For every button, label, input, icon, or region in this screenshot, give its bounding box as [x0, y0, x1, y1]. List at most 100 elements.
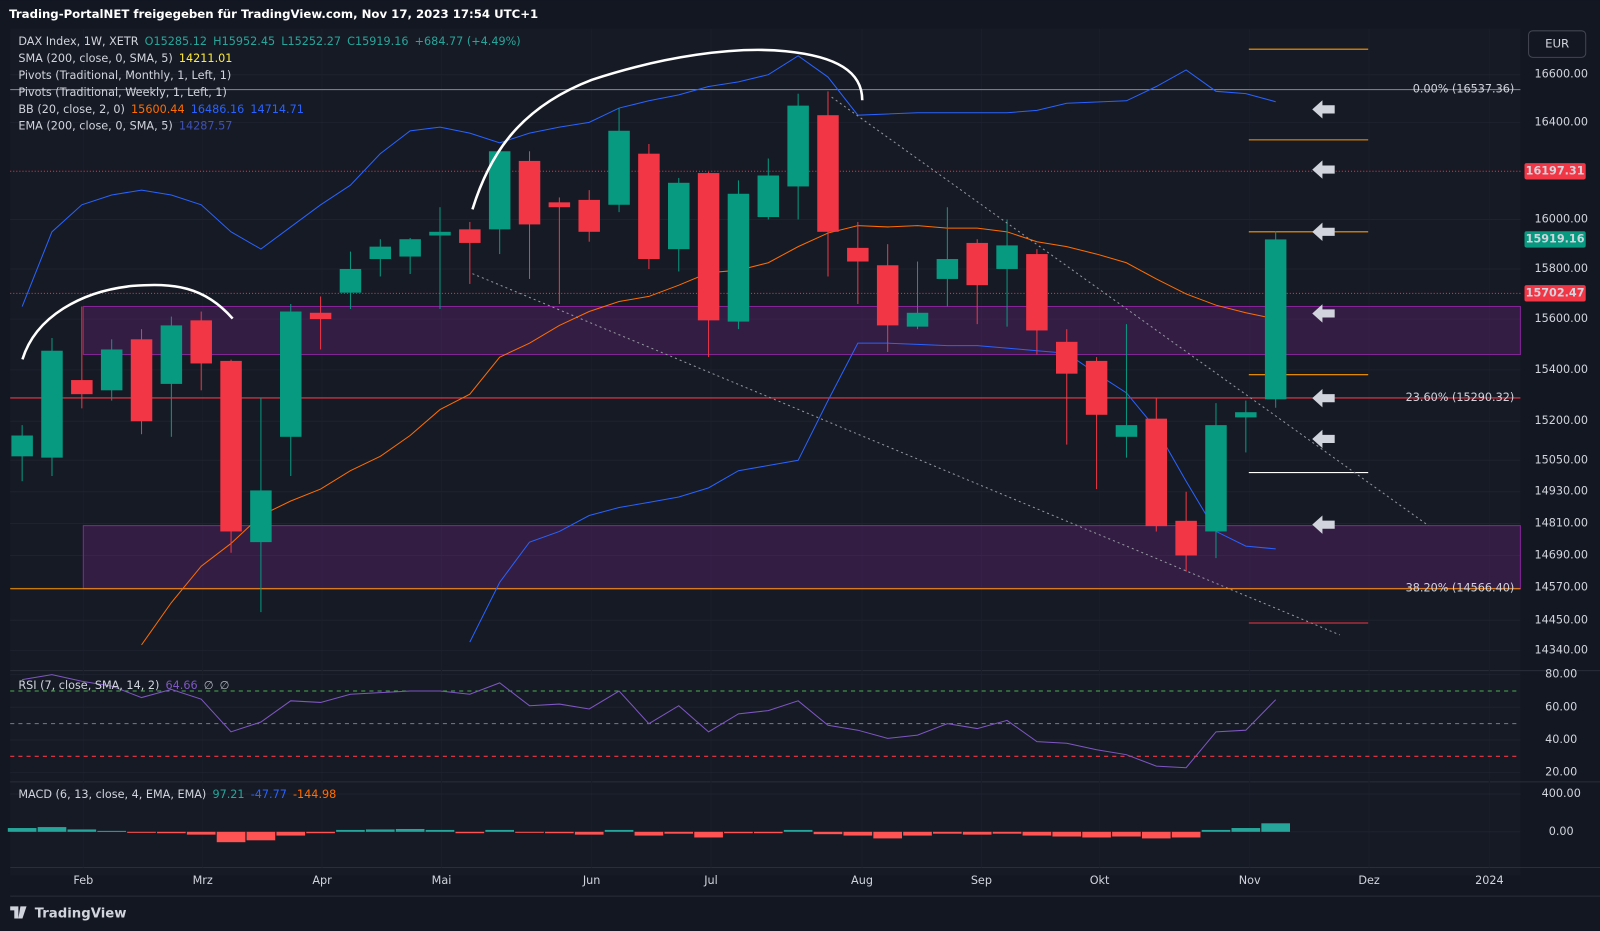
candle-body: [488, 151, 511, 230]
legend-value: 14287.57: [179, 120, 233, 133]
histogram-bar: [127, 831, 156, 833]
histogram-bar: [1201, 829, 1231, 832]
candle-body: [369, 246, 392, 260]
candle-body: [41, 350, 63, 458]
price-label-box: [1524, 285, 1586, 302]
legend-value: 15600.44: [131, 103, 185, 116]
legend-value: L15252.27: [281, 35, 341, 48]
y-tick-label: 0.00: [1549, 825, 1574, 838]
x-tick-label: Mrz: [193, 874, 213, 887]
candle-body: [190, 320, 212, 364]
histogram-bar: [186, 831, 216, 835]
candle-body: [1056, 341, 1078, 374]
histogram-bar: [7, 828, 37, 832]
x-tick-label: Jul: [703, 874, 718, 887]
candle-body: [847, 247, 869, 262]
candle-body: [429, 231, 451, 236]
candle-body: [936, 259, 959, 279]
candle-body: [1235, 412, 1257, 418]
histogram-bar: [216, 831, 246, 843]
histogram-bar: [753, 831, 783, 834]
legend-value: H15952.45: [213, 35, 275, 48]
candle-body: [876, 265, 899, 326]
legend-value: C15919.16: [347, 35, 408, 48]
histogram-bar: [97, 830, 127, 832]
currency-button[interactable]: [1528, 30, 1587, 58]
legend-value: +684.77 (+4.49%): [415, 35, 521, 48]
candle-body: [548, 202, 571, 208]
zone: [82, 525, 1521, 590]
x-tick-label: 2024: [1475, 874, 1504, 887]
legend-value: ∅: [220, 679, 230, 692]
legend-entry: EMA (200, close, 0, SMA, 5) 14287.57: [18, 120, 232, 133]
histogram-bar: [903, 831, 932, 836]
candle-body: [966, 242, 988, 286]
legend-entry: Pivots (Traditional, Monthly, 1, Left, 1…: [18, 69, 231, 82]
candle-body: [638, 153, 660, 260]
histogram-bar: [634, 831, 664, 836]
candle-body: [608, 130, 630, 205]
histogram-bar: [1112, 831, 1141, 837]
legend-entry: SMA (200, close, 0, SMA, 5) 14211.01: [18, 52, 232, 65]
histogram-bar: [694, 831, 723, 838]
histogram-bar: [783, 829, 813, 832]
candle-body: [250, 490, 272, 543]
trendline: [472, 273, 1340, 636]
x-tick-label: Sep: [971, 874, 992, 887]
y-tick-label: 20.00: [1545, 766, 1577, 779]
y-tick-label: 14810.00: [1534, 516, 1588, 529]
legend-value: 14714.71: [250, 103, 304, 116]
legend-label: MACD (6, 13, close, 4, EMA, EMA): [18, 788, 206, 801]
y-tick-label: 14450.00: [1534, 613, 1588, 626]
histogram-bar: [425, 829, 455, 832]
trendline: [831, 96, 1429, 527]
legend-label: Pivots (Traditional, Weekly, 1, Left, 1): [18, 86, 227, 99]
candle-body: [697, 173, 720, 321]
legend-value: 14211.01: [179, 52, 233, 65]
candle-body: [1175, 520, 1197, 556]
x-tick-label: Aug: [851, 874, 873, 887]
candle-body: [399, 239, 421, 257]
x-tick-label: Okt: [1090, 874, 1110, 887]
x-tick-label: Apr: [312, 874, 332, 887]
chart-layer: Feb Mrz Apr Mai Jun Jul Aug Sep Okt Nov Dez 2024 166…: [7, 28, 1588, 887]
candle-body: [578, 199, 600, 232]
y-tick-label: 16000.00: [1534, 212, 1588, 225]
candle-body: [1264, 239, 1287, 400]
candle-body: [1085, 360, 1108, 415]
legend-value: ∅: [204, 679, 214, 692]
candle-body: [280, 311, 302, 437]
legend-entry: RSI (7, close, SMA, 14, 2) 64.66 ∅ ∅: [18, 679, 229, 692]
legend-entry: MACD (6, 13, close, 4, EMA, EMA) 97.21 -47…: [18, 788, 336, 801]
histogram-bar: [336, 829, 365, 832]
histogram-bar: [843, 831, 873, 836]
currency[interactable]: EUR: [1545, 37, 1569, 51]
header-title: Trading-PortalNET freigegeben für Tradin…: [9, 7, 538, 21]
y-tick-label: 14690.00: [1534, 548, 1588, 561]
fib-label: 0.00% (16537.36): [1413, 83, 1515, 96]
y-tick-label: 14570.00: [1534, 581, 1588, 594]
y-tick-label: 15800.00: [1534, 262, 1588, 275]
legend-entry: DAX Index, 1W, XETR O15285.12 H15952.45 L15…: [18, 35, 520, 48]
histogram-bar: [515, 831, 544, 833]
candle-body: [668, 182, 690, 250]
legend-entry: BB (20, close, 2, 0) 15600.44 16486.16 1471…: [18, 103, 304, 116]
price-label-box: [1524, 163, 1586, 180]
histogram-bar: [1231, 828, 1261, 832]
candle-body: [1205, 425, 1227, 532]
y-tick-label: 15050.00: [1534, 453, 1588, 466]
histogram-bar: [664, 831, 694, 834]
candle-body: [309, 312, 332, 320]
x-tick-label: Nov: [1239, 874, 1261, 887]
y-tick-label: 400.00: [1542, 787, 1581, 800]
legend-value: O15285.12: [145, 35, 207, 48]
candle-body: [459, 229, 481, 243]
histogram-bar: [306, 831, 335, 834]
x-tick-label: Feb: [73, 874, 93, 887]
histogram-bar: [545, 831, 574, 834]
y-tick-label: 16600.00: [1534, 68, 1588, 81]
y-tick-label: 14340.00: [1534, 643, 1588, 656]
y-tick-label: 15200.00: [1534, 414, 1588, 427]
